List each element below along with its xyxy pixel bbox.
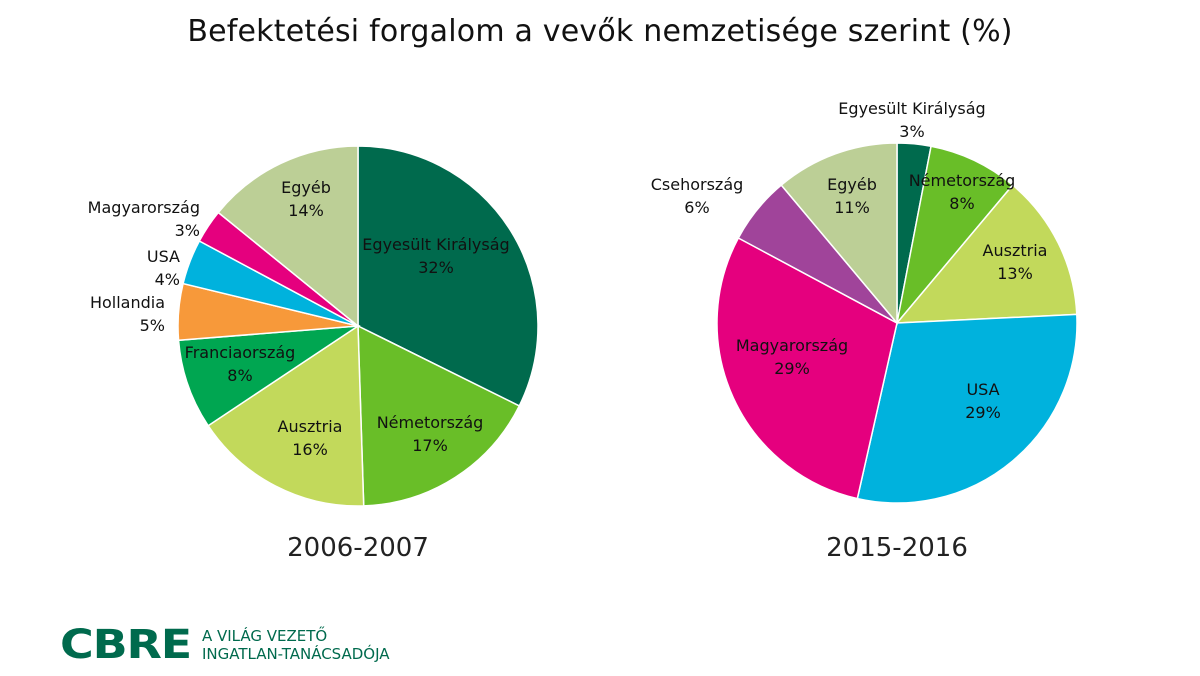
period-label: 2006-2007 [287,533,429,563]
tagline-line-1: A VILÁG VEZETŐ [201,627,328,645]
slice-label: Németország 8% [909,171,1016,213]
slice-label: Ausztria 16% [278,417,343,459]
cbre-logo: CBRE A VILÁG VEZETŐ INGATLAN-TANÁCSADÓJA [60,622,390,668]
slice-label: USA 4% [147,247,180,289]
pie-slice-0-2 [207,324,365,507]
slice-label: Ausztria 13% [983,241,1048,283]
period-label: 2015-2016 [826,533,968,563]
tagline-line-2: INGATLAN-TANÁCSADÓJA [201,645,390,663]
pie-slice-1-2 [895,184,1078,324]
slice-label: Egyesült Királyság 3% [838,99,985,141]
slice-label: Hollandia 5% [90,293,165,335]
slice-label: Németország 17% [377,413,484,455]
slice-label: Egyéb 14% [281,178,331,220]
pie-slice-1-3 [856,313,1078,504]
slice-label: Franciaország 8% [185,343,296,385]
slice-label: Magyarország 29% [736,336,848,378]
pie-slice-1-4 [716,236,898,500]
pie-slice-0-3 [177,325,361,427]
slice-label: USA 29% [965,380,1001,422]
pie-slice-0-7 [217,145,359,328]
pie-slice-0-1 [357,324,521,507]
pie-slice-1-6 [780,142,898,326]
pie-slice-0-0 [357,145,539,407]
slice-label: Csehország 6% [651,175,744,217]
slice-label: Egyéb 11% [827,175,877,217]
logo-mark: CBRE [60,622,192,668]
logo-tagline: A VILÁG VEZETŐ INGATLAN-TANÁCSADÓJA [202,627,390,663]
chart-title: Befektetési forgalom a vevők nemzetisége… [187,14,1013,49]
slice-label: Magyarország 3% [88,198,200,240]
slice-label: Egyesült Királyság 32% [362,235,509,277]
pie-slice-1-1 [895,145,1014,326]
